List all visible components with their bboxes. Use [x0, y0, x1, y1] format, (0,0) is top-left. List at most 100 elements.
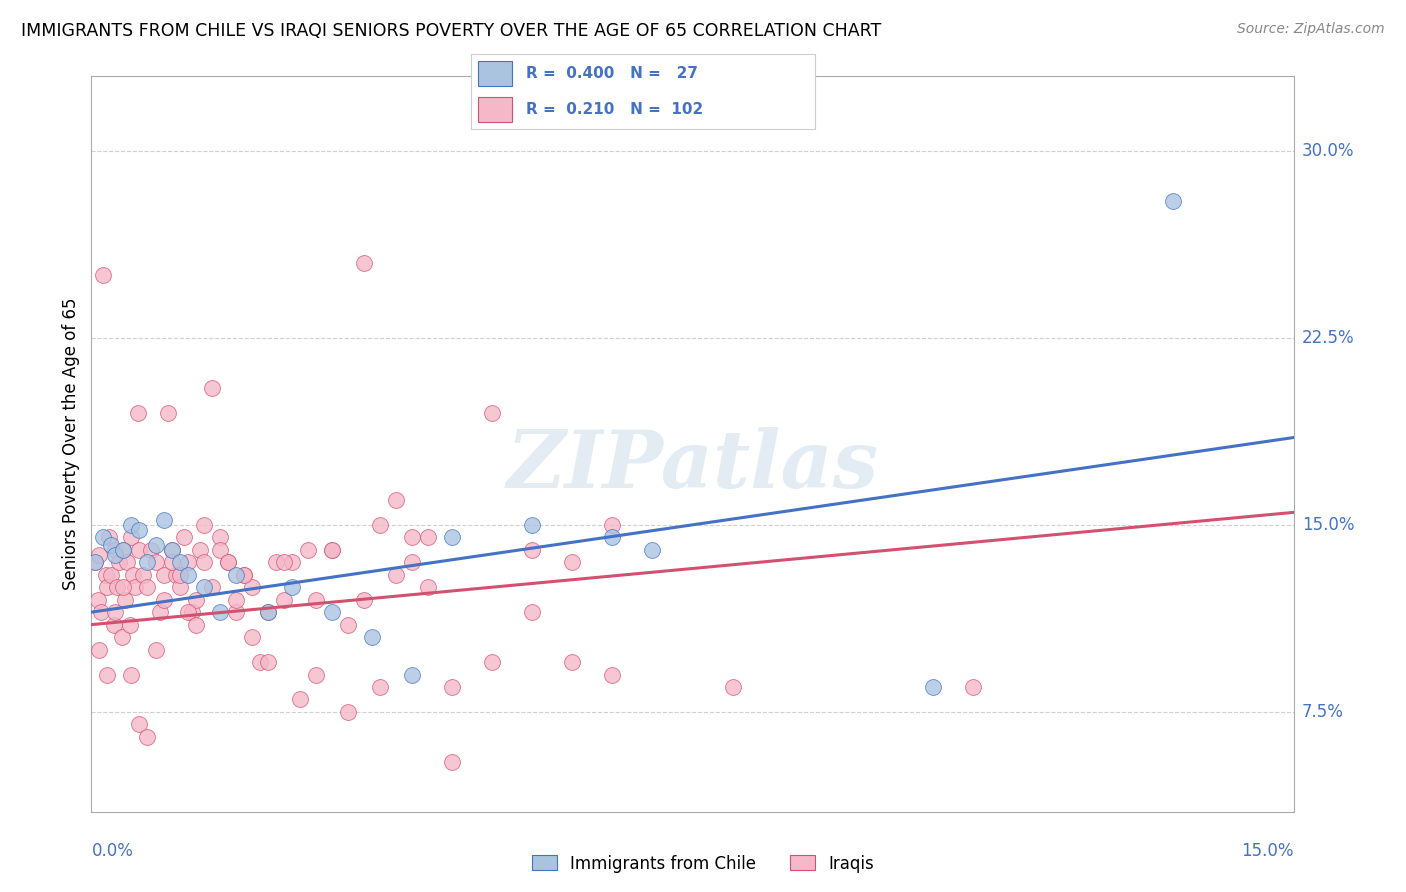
Point [520, 517, 543, 532]
Point [169, 555, 191, 569]
Point [100, 567, 122, 582]
Point [273, 592, 295, 607]
Point [225, 567, 247, 582]
Point [264, 555, 287, 569]
Text: 15.0%: 15.0% [1241, 842, 1294, 860]
Point [105, 580, 128, 594]
Point [401, 530, 423, 544]
Point [169, 580, 191, 594]
Point [321, 542, 343, 557]
Point [145, 555, 167, 569]
Point [193, 517, 215, 532]
Point [104, 542, 127, 557]
Point [401, 555, 423, 569]
Point [520, 542, 543, 557]
Point [173, 530, 195, 544]
Point [281, 555, 304, 569]
Point [176, 605, 198, 619]
Point [188, 542, 211, 557]
Point [184, 617, 207, 632]
Point [121, 530, 143, 544]
Point [89, 642, 111, 657]
Point [114, 592, 136, 607]
Point [127, 406, 149, 420]
Point [148, 605, 170, 619]
Point [208, 605, 231, 619]
Point [176, 567, 198, 582]
Text: ZIPatlas: ZIPatlas [506, 427, 879, 505]
Point [208, 530, 231, 544]
Point [273, 555, 295, 569]
Text: R =  0.210   N =  102: R = 0.210 N = 102 [526, 102, 703, 117]
Point [136, 580, 159, 594]
Text: 7.5%: 7.5% [1302, 703, 1344, 721]
Point [962, 680, 984, 694]
Point [353, 592, 375, 607]
Point [297, 542, 319, 557]
Point [721, 680, 744, 694]
Text: Source: ZipAtlas.com: Source: ZipAtlas.com [1237, 22, 1385, 37]
Point [136, 555, 159, 569]
Point [321, 542, 343, 557]
Point [180, 605, 202, 619]
Legend: Immigrants from Chile, Iraqis: Immigrants from Chile, Iraqis [526, 848, 880, 880]
Point [84, 555, 107, 569]
Point [336, 617, 359, 632]
Point [201, 580, 224, 594]
Point [152, 513, 174, 527]
Point [385, 567, 408, 582]
Point [103, 617, 125, 632]
Point [201, 381, 224, 395]
Point [160, 542, 183, 557]
Point [416, 530, 439, 544]
Point [128, 523, 150, 537]
Point [93, 530, 115, 544]
Point [136, 730, 159, 744]
Point [160, 542, 183, 557]
Point [360, 630, 382, 644]
Point [160, 555, 183, 569]
Point [169, 567, 191, 582]
Point [141, 542, 163, 557]
Point [225, 592, 247, 607]
Point [561, 555, 583, 569]
Point [256, 605, 278, 619]
Point [112, 542, 135, 557]
Point [193, 555, 215, 569]
Point [232, 567, 254, 582]
Point [305, 592, 328, 607]
Point [256, 655, 278, 669]
Point [240, 580, 263, 594]
Point [641, 542, 664, 557]
Point [281, 580, 304, 594]
Point [368, 680, 391, 694]
Point [225, 605, 247, 619]
Text: IMMIGRANTS FROM CHILE VS IRAQI SENIORS POVERTY OVER THE AGE OF 65 CORRELATION CH: IMMIGRANTS FROM CHILE VS IRAQI SENIORS P… [21, 22, 882, 40]
Point [111, 630, 134, 644]
Point [145, 642, 167, 657]
Point [602, 530, 624, 544]
FancyBboxPatch shape [478, 62, 512, 87]
Point [104, 605, 127, 619]
Point [121, 667, 143, 681]
Point [249, 655, 271, 669]
Point [89, 548, 111, 562]
Point [96, 580, 118, 594]
Y-axis label: Seniors Poverty Over the Age of 65: Seniors Poverty Over the Age of 65 [62, 298, 80, 590]
Point [481, 655, 503, 669]
Point [240, 630, 263, 644]
Point [336, 705, 359, 719]
Text: R =  0.400   N =   27: R = 0.400 N = 27 [526, 67, 699, 81]
Point [112, 542, 135, 557]
Point [108, 555, 131, 569]
Point [184, 592, 207, 607]
Point [561, 655, 583, 669]
Point [132, 567, 155, 582]
Point [481, 406, 503, 420]
Point [104, 548, 127, 562]
Point [441, 530, 464, 544]
Point [305, 667, 328, 681]
Point [90, 605, 112, 619]
Point [93, 268, 115, 283]
Point [217, 555, 239, 569]
